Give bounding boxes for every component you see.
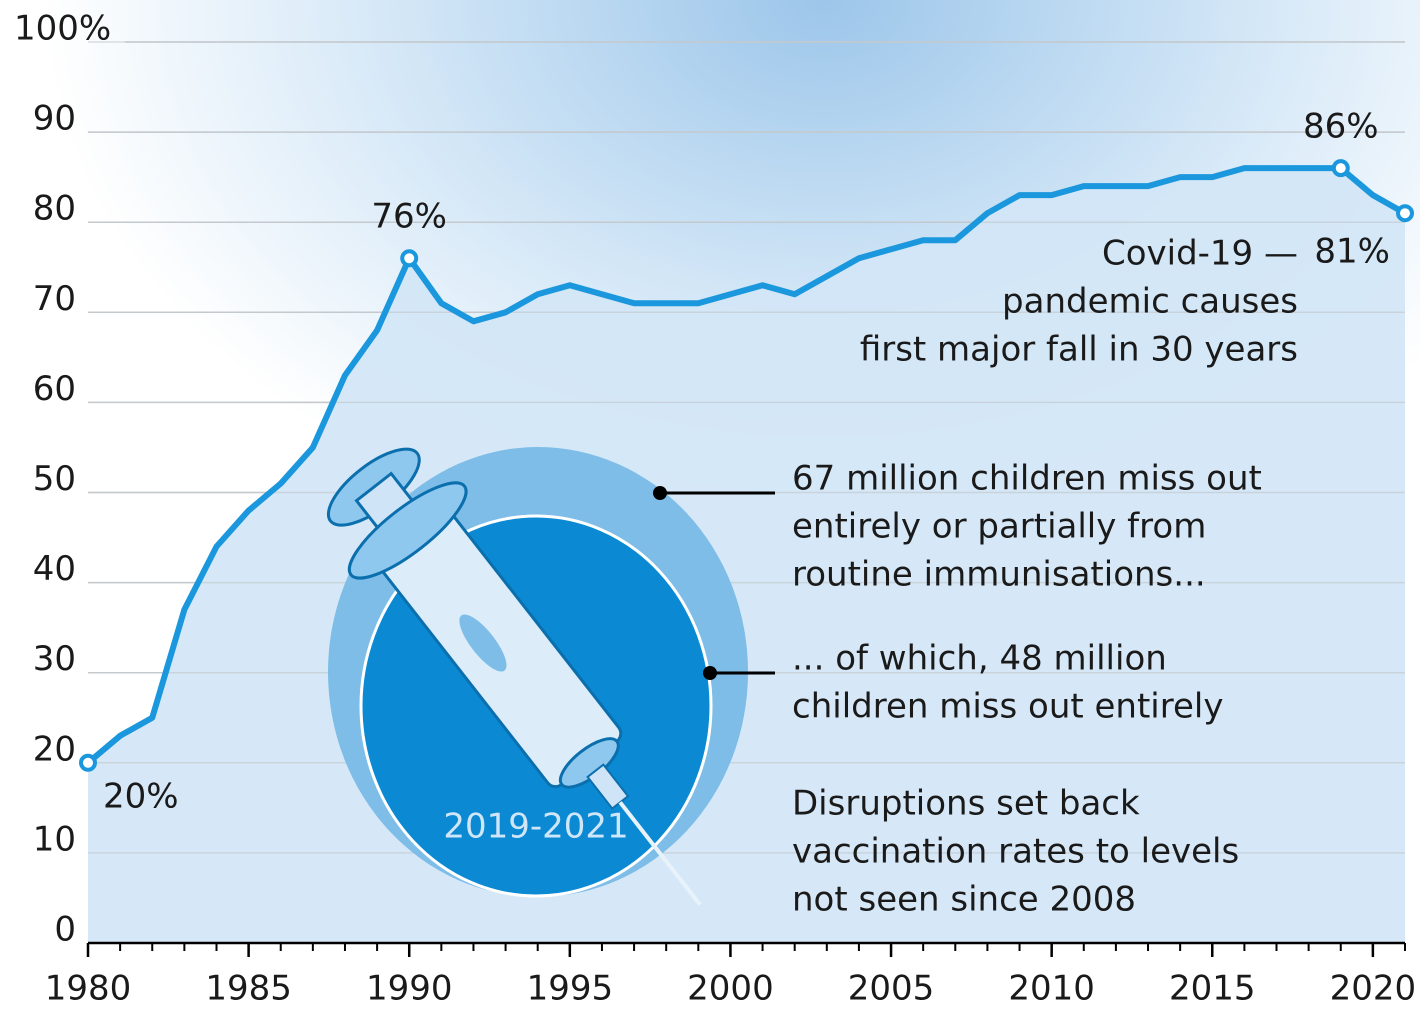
point-label: 86% xyxy=(1303,107,1379,147)
x-tick-label: 2000 xyxy=(687,969,774,1009)
x-tick-label: 1990 xyxy=(366,969,453,1009)
annotation-text: first major fall in 30 years xyxy=(860,330,1298,370)
x-tick-label: 1980 xyxy=(45,969,132,1009)
x-tick-label: 2010 xyxy=(1008,969,1095,1009)
y-tick-label: 80 xyxy=(33,189,76,229)
y-tick-label: 20 xyxy=(33,729,76,769)
annotation-text: vaccination rates to levels xyxy=(792,832,1239,872)
annotation-text: children miss out entirely xyxy=(792,687,1223,727)
y-tick-label: 0 xyxy=(54,910,76,950)
annotation-text: entirely or partially from xyxy=(792,507,1206,547)
period-label: 2019-2021 xyxy=(443,807,628,847)
annotation-text: Covid-19 — xyxy=(1102,234,1298,274)
line xyxy=(86,165,1407,766)
y-tick-label: 50 xyxy=(33,459,76,499)
flange xyxy=(347,481,468,580)
y-tick-label: 60 xyxy=(33,369,76,409)
point-marker xyxy=(400,249,419,268)
point-marker xyxy=(1331,159,1350,178)
x-tick-label: 2015 xyxy=(1169,969,1256,1009)
x-tick-label: 2005 xyxy=(848,969,935,1009)
x-tick-label: 1985 xyxy=(205,969,292,1009)
point-label: 76% xyxy=(371,197,447,237)
y-tick-label: 90 xyxy=(33,99,76,139)
annotation-text: 67 million children miss out xyxy=(792,459,1262,499)
annotation-text: Disruptions set back xyxy=(792,784,1140,824)
point-marker xyxy=(79,753,97,772)
foreground: 0 10 20 30 40 50 60 70 80 90 100% 1980 1985 1990 1995 2… xyxy=(14,9,1416,1009)
annotation-text: pandemic causes xyxy=(1002,282,1298,322)
liquid xyxy=(459,614,507,672)
x-tick-label: 1995 xyxy=(527,969,614,1009)
y-tick-label: 10 xyxy=(33,819,76,859)
point-label: 20% xyxy=(103,776,179,816)
annotation-text: routine immunisations... xyxy=(792,555,1206,595)
point-label: 81% xyxy=(1314,232,1390,272)
y-tick-label: 40 xyxy=(33,549,76,589)
point-marker xyxy=(1396,204,1414,223)
needle xyxy=(618,801,702,906)
y-tick-label: 100% xyxy=(14,9,111,49)
annotation-text: not seen since 2008 xyxy=(792,880,1136,920)
x-tick-label: 2020 xyxy=(1330,969,1417,1009)
y-tick-label: 30 xyxy=(33,639,76,679)
syringe xyxy=(326,447,702,906)
syringe-illustration: 2019-2021 xyxy=(326,447,775,906)
y-tick-label: 70 xyxy=(33,279,76,319)
annotation-text: ... of which, 48 million xyxy=(792,639,1167,679)
